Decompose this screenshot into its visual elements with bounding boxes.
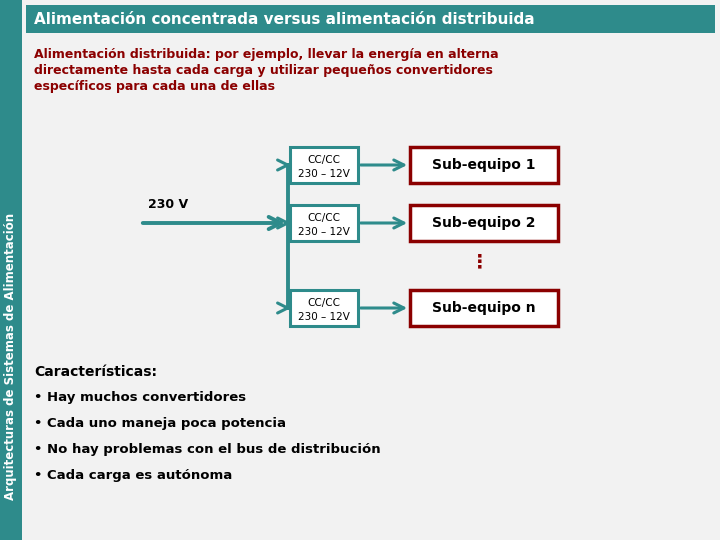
FancyBboxPatch shape [410,290,558,326]
Text: Alimentación concentrada versus alimentación distribuida: Alimentación concentrada versus alimenta… [34,11,535,26]
FancyBboxPatch shape [26,5,715,33]
Text: específicos para cada una de ellas: específicos para cada una de ellas [34,80,275,93]
Text: 230 – 12V: 230 – 12V [298,169,350,179]
FancyBboxPatch shape [410,147,558,183]
FancyBboxPatch shape [290,205,358,241]
FancyBboxPatch shape [410,205,558,241]
Text: • Hay muchos convertidores: • Hay muchos convertidores [34,391,246,404]
Text: CC/CC: CC/CC [307,298,341,308]
Text: • No hay problemas con el bus de distribución: • No hay problemas con el bus de distrib… [34,443,381,456]
Text: • Cada uno maneja poca potencia: • Cada uno maneja poca potencia [34,417,286,430]
Text: 230 – 12V: 230 – 12V [298,312,350,322]
Text: Sub-equipo 2: Sub-equipo 2 [432,216,536,230]
Text: Arquitecturas de Sistemas de Alimentación: Arquitecturas de Sistemas de Alimentació… [4,213,17,500]
FancyBboxPatch shape [290,290,358,326]
Text: Características:: Características: [34,365,157,379]
FancyBboxPatch shape [0,0,22,540]
Text: Sub-equipo n: Sub-equipo n [432,301,536,315]
Text: CC/CC: CC/CC [307,155,341,165]
Text: Alimentación distribuida: por ejemplo, llevar la energía en alterna: Alimentación distribuida: por ejemplo, l… [34,48,499,61]
Text: ⋮: ⋮ [470,252,490,271]
Text: 230 V: 230 V [148,198,188,211]
Text: 230 – 12V: 230 – 12V [298,227,350,237]
Text: CC/CC: CC/CC [307,213,341,223]
Text: Sub-equipo 1: Sub-equipo 1 [432,158,536,172]
Text: directamente hasta cada carga y utilizar pequeños convertidores: directamente hasta cada carga y utilizar… [34,64,493,77]
Text: • Cada carga es autónoma: • Cada carga es autónoma [34,469,233,482]
FancyBboxPatch shape [290,147,358,183]
